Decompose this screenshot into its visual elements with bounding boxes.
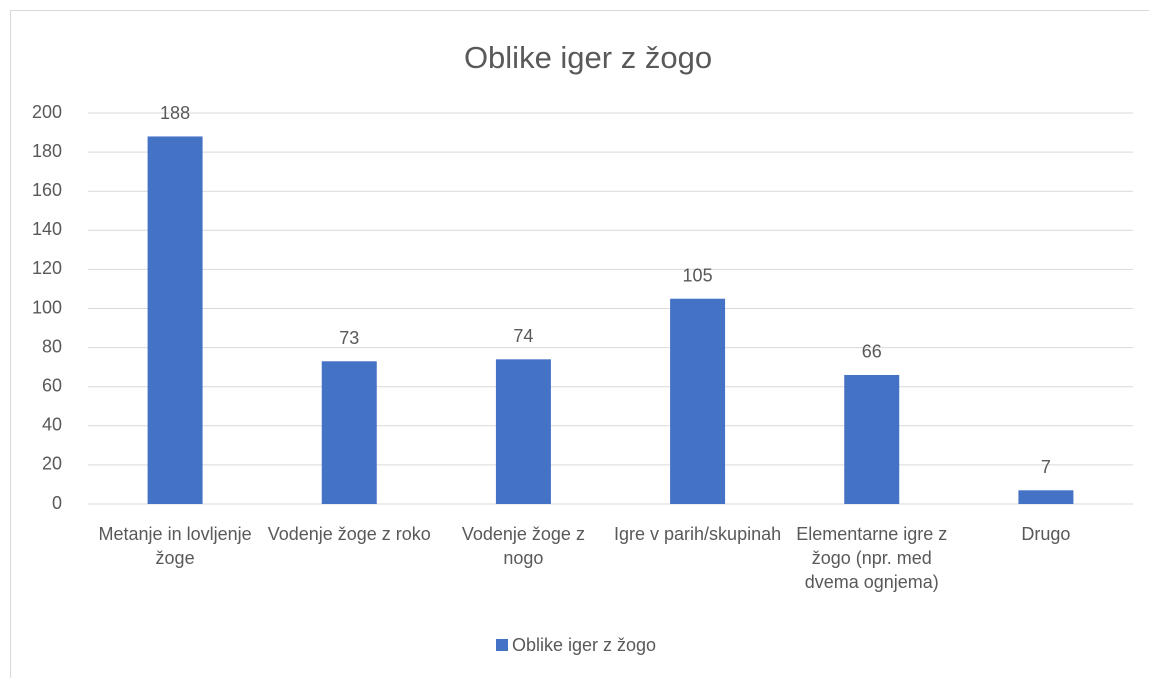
x-tick-label: Igre v parih/skupinah <box>614 524 782 544</box>
bar <box>147 136 203 504</box>
chart-title: Oblike iger z žogo <box>464 40 712 75</box>
x-tick-label: Drugo <box>1021 524 1071 544</box>
x-tick-label: Elementarne igre z žogo (npr. med dvema … <box>796 524 948 592</box>
data-label: 73 <box>339 328 359 348</box>
x-tick-label: Vodenje žoge z nogo <box>461 524 585 568</box>
data-label: 66 <box>862 342 882 362</box>
data-label: 7 <box>1041 457 1051 477</box>
bar <box>670 298 726 504</box>
y-tick-label: 0 <box>52 493 62 513</box>
y-tick-label: 20 <box>42 454 62 474</box>
y-tick-label: 140 <box>32 219 62 239</box>
x-tick-label: Vodenje žoge z roko <box>267 524 431 544</box>
chart-border <box>10 10 1149 678</box>
y-tick-label: 180 <box>32 141 62 161</box>
y-tick-label: 120 <box>32 258 62 278</box>
y-tick-label: 100 <box>32 297 62 317</box>
bar <box>321 361 377 504</box>
data-label: 74 <box>513 326 533 346</box>
data-label: 188 <box>160 103 190 123</box>
y-tick-label: 40 <box>42 415 62 435</box>
y-tick-label: 80 <box>42 336 62 356</box>
bar <box>844 374 900 504</box>
data-label: 105 <box>683 265 713 285</box>
legend-swatch <box>496 639 508 651</box>
bar <box>1018 490 1074 504</box>
bar <box>495 359 551 504</box>
y-tick-label: 200 <box>32 102 62 122</box>
y-tick-label: 160 <box>32 180 62 200</box>
legend-label: Oblike iger z žogo <box>512 635 656 655</box>
y-tick-label: 60 <box>42 375 62 395</box>
x-tick-label: Metanje in lovljenje žoge <box>98 524 252 568</box>
